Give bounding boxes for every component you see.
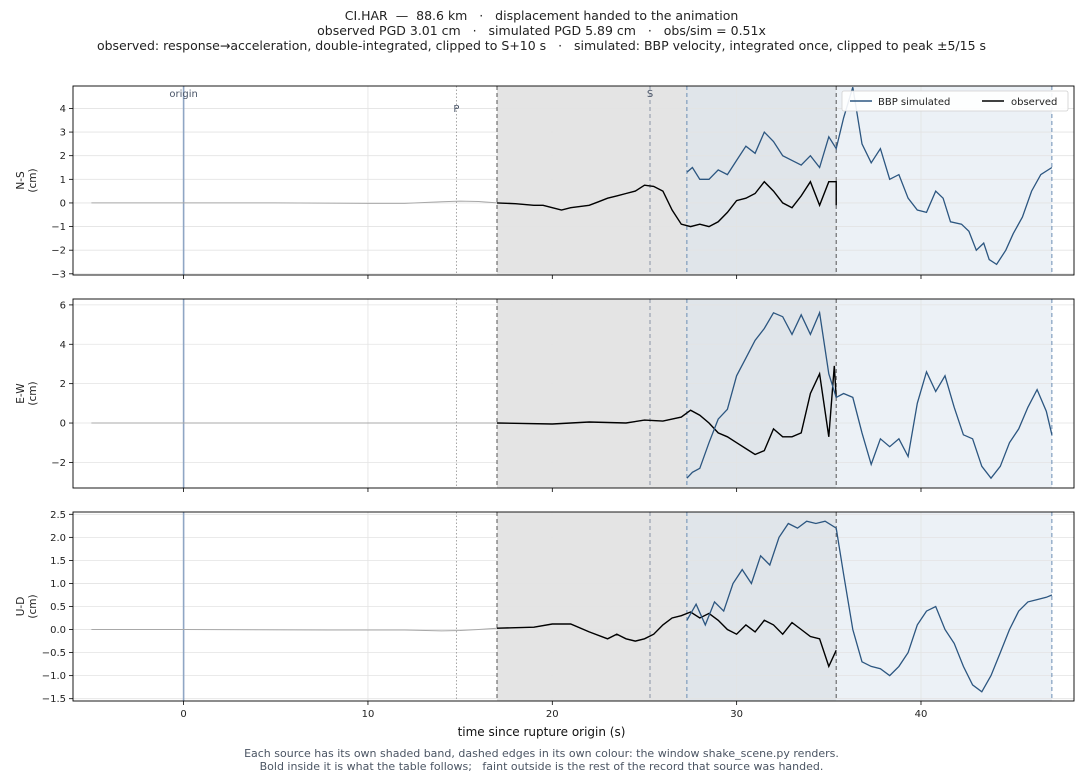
panel-1	[69, 298, 1075, 492]
legend-label-simulated: BBP simulated	[878, 97, 950, 108]
y-tick-label: −2	[51, 246, 66, 257]
y-axis-label: E-W	[15, 383, 27, 404]
observed-trace	[496, 611, 837, 669]
footer-note-line-1: Each source has its own shaded band, das…	[244, 747, 839, 760]
observed-trace	[496, 365, 837, 456]
y-axis-unit: (cm)	[27, 168, 39, 192]
y-tick-label: 2	[60, 151, 66, 162]
y-tick-label: 0.0	[50, 625, 66, 636]
legend-box	[841, 90, 1069, 112]
y-tick-label: 6	[60, 300, 66, 311]
y-tick-label: −1	[51, 222, 66, 233]
figure-title-line-3: observed: response→acceleration, double-…	[96, 38, 987, 53]
panel-frame	[72, 85, 1075, 276]
figure-title-line-1: CI.HAR — 88.6 km · displacement handed t…	[344, 8, 739, 23]
panel-2	[69, 511, 1075, 705]
y-tick-label: 4	[60, 104, 66, 115]
y-tick-label: −0.5	[42, 648, 66, 659]
y-tick-label: −1.5	[42, 694, 66, 705]
y-tick-label: 2.5	[50, 510, 66, 521]
y-tick-label: 1.5	[50, 556, 66, 567]
legend-label-observed: observed	[1011, 97, 1057, 108]
simulated-trace	[686, 310, 1053, 480]
y-axis-unit: (cm)	[27, 381, 39, 405]
y-tick-label: 1	[60, 175, 66, 186]
x-tick-label: 10	[362, 709, 375, 720]
x-tick-label: 20	[546, 709, 559, 720]
y-tick-label: 2	[60, 379, 66, 390]
y-tick-label: 3	[60, 128, 66, 139]
x-tick-label: 0	[180, 709, 186, 720]
y-tick-label: 4	[60, 340, 66, 351]
x-tick-label: 40	[915, 709, 928, 720]
y-axis-label: U-D	[15, 597, 27, 617]
y-tick-label: 2.0	[50, 533, 66, 544]
simulated-trace	[686, 87, 1053, 266]
s-marker-label: S	[647, 89, 653, 100]
origin-marker-label: origin	[169, 89, 197, 100]
simulated-trace	[686, 520, 1053, 693]
x-tick-label: 30	[730, 709, 743, 720]
y-tick-label: 0	[60, 419, 66, 430]
y-tick-label: −1.0	[42, 671, 66, 682]
observed-trace	[496, 180, 837, 228]
panel-0	[69, 85, 1075, 279]
y-tick-label: 1.0	[50, 579, 66, 590]
simulated-window-band	[686, 86, 1052, 275]
y-tick-label: −3	[51, 269, 66, 280]
footer-note-line-2: Bold inside it is what the table follows…	[259, 760, 824, 773]
panel-frame	[72, 298, 1075, 489]
p-marker-label: P	[453, 104, 459, 115]
figure-title-line-2: observed PGD 3.01 cm · simulated PGD 5.8…	[317, 23, 766, 38]
y-axis-label: N-S	[15, 171, 27, 190]
y-tick-label: 0.5	[50, 602, 66, 613]
y-axis-unit: (cm)	[27, 594, 39, 618]
y-tick-label: −2	[51, 458, 66, 469]
y-tick-label: 0	[60, 198, 66, 209]
x-axis-label: time since rupture origin (s)	[457, 725, 626, 739]
